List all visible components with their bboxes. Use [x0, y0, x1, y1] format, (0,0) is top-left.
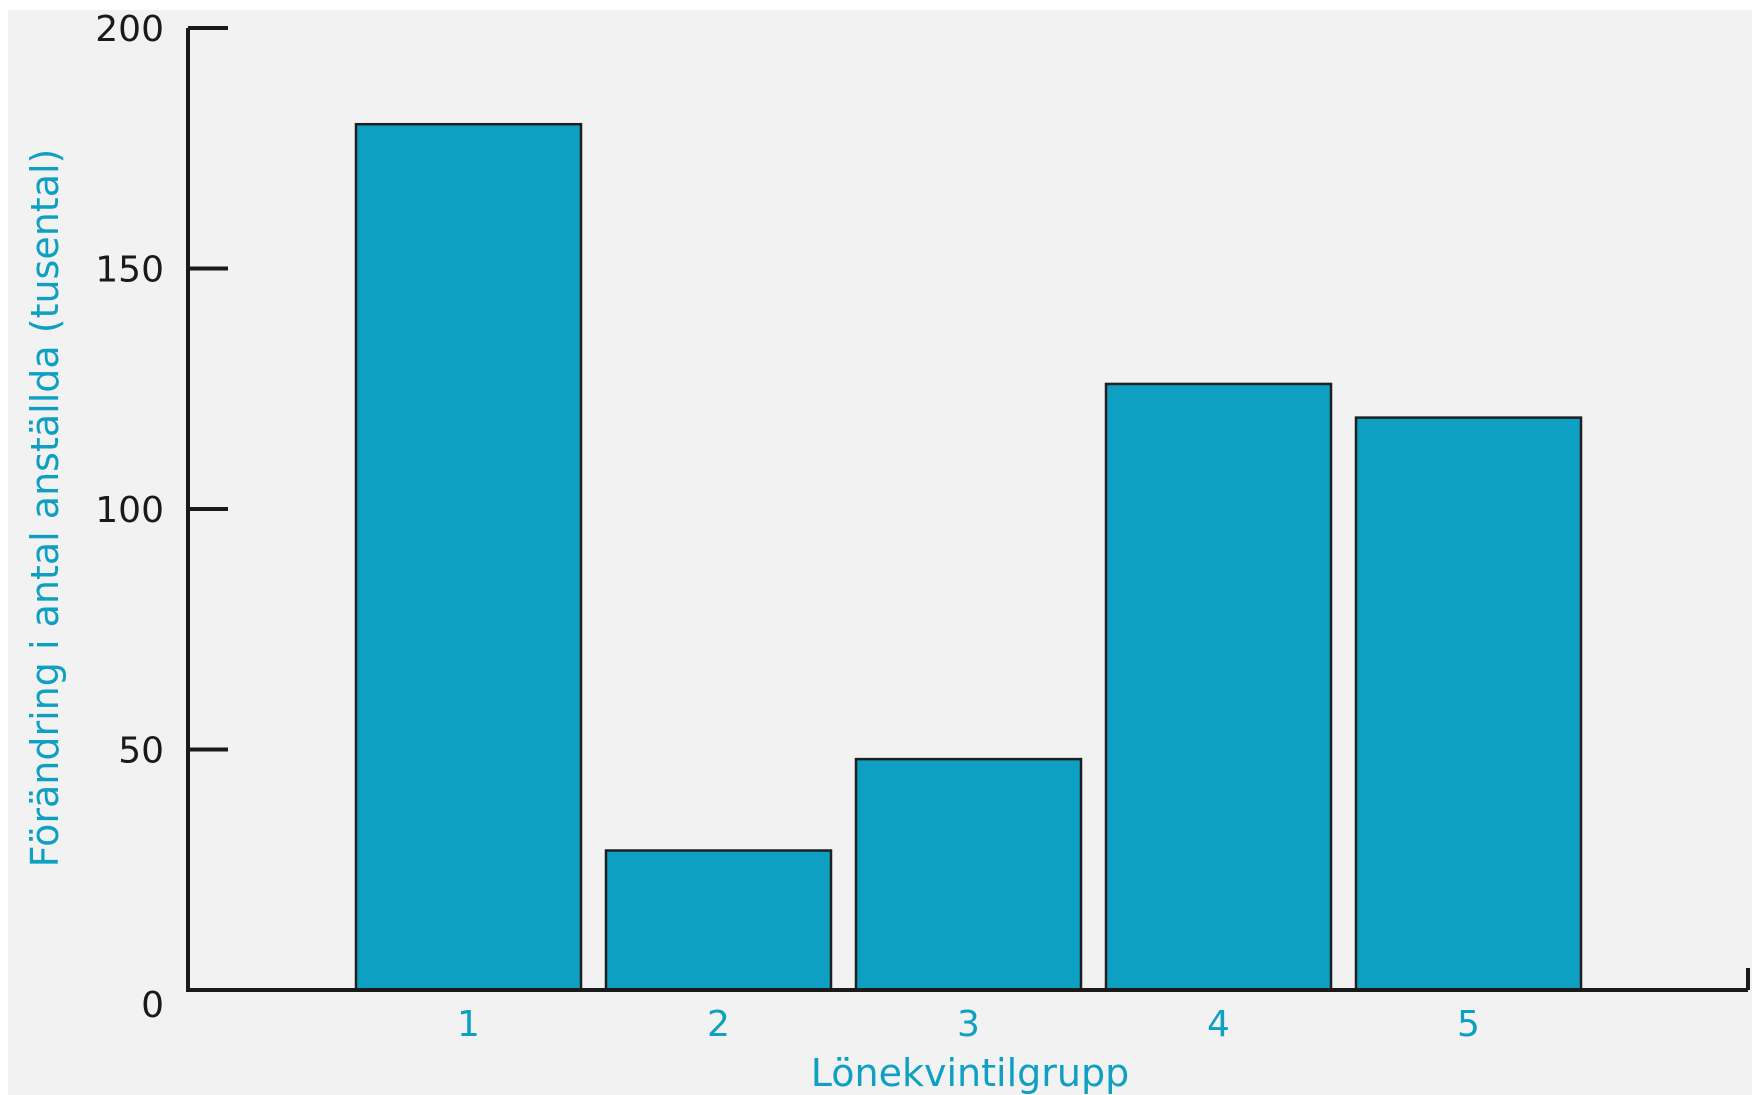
y-tick-label-50: 50: [118, 731, 164, 772]
x-tick-label-5: 5: [1457, 1004, 1480, 1045]
bar-3: [854, 757, 1083, 992]
y-tick-label-0: 0: [141, 985, 164, 1026]
x-ticks-group: 1 2 3 4 5: [457, 1004, 1480, 1045]
y-ticks-group: 0 50 100 150 200: [95, 9, 228, 1026]
y-tick-label-100: 100: [95, 490, 164, 531]
x-tick-label-4: 4: [1207, 1004, 1230, 1045]
bar-1: [354, 122, 583, 992]
y-tick-label-200: 200: [95, 9, 164, 50]
y-axis-title: Förändring i antal anställda (tusental): [23, 149, 67, 868]
x-tick-label-3: 3: [957, 1004, 980, 1045]
x-tick-label-2: 2: [707, 1004, 730, 1045]
bars-group: [354, 122, 1583, 992]
x-tick-label-1: 1: [457, 1004, 480, 1045]
x-axis-title: Lönekvintilgrupp: [811, 1051, 1129, 1095]
bar-5: [1354, 416, 1583, 992]
y-tick-label-150: 150: [95, 250, 164, 291]
bar-4: [1104, 382, 1333, 992]
bar-2: [604, 849, 833, 992]
